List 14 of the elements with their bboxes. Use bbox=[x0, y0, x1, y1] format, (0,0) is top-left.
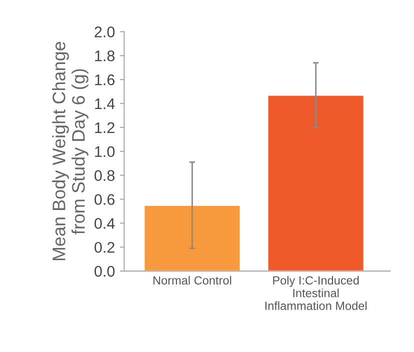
y-tick-label: 0.2 bbox=[94, 242, 114, 253]
y-tick-label: 1.6 bbox=[95, 74, 115, 86]
y-tick-label: 0.6 bbox=[94, 194, 115, 205]
x-tick-label: Poly I:C-Induced Intestinal Inflammation Model bbox=[265, 276, 367, 310]
y-axis-title: Mean Body Weight Change from Study Day 6 (g) bbox=[52, 42, 88, 260]
y-tick-label: 0.4 bbox=[94, 218, 115, 229]
y-tick-label: 0.0 bbox=[94, 266, 115, 277]
y-tick-label: 1.8 bbox=[95, 50, 115, 62]
y-tick-label: 1.4 bbox=[95, 98, 115, 110]
y-tick-label: 0.8 bbox=[94, 170, 115, 181]
y-tick-label: 1.0 bbox=[95, 146, 115, 158]
y-tick-label: 1.2 bbox=[95, 122, 114, 133]
y-tick-label: 2.0 bbox=[94, 26, 115, 38]
x-tick-label: Normal Control bbox=[153, 276, 232, 285]
